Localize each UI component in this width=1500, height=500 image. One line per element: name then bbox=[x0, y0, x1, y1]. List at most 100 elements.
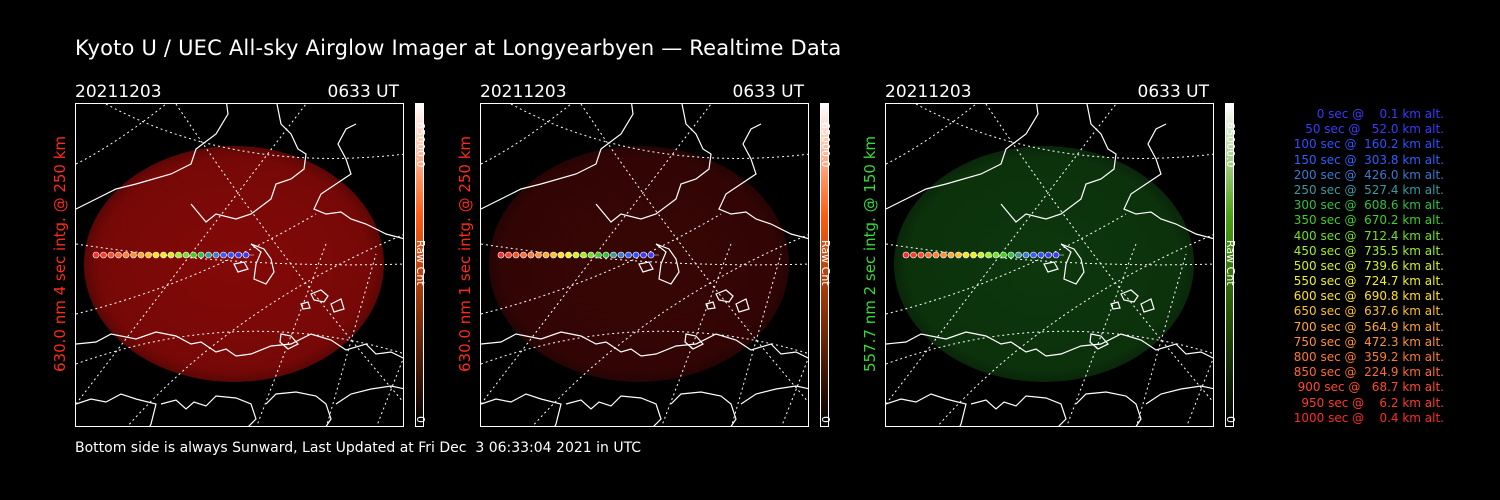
trajectory-point bbox=[955, 251, 962, 259]
colorbar bbox=[1225, 103, 1234, 427]
coastline bbox=[1140, 298, 1155, 313]
coastline bbox=[740, 385, 808, 405]
legend-entry: 600 sec @ 690.8 km alt. bbox=[1293, 289, 1444, 304]
trajectory-point bbox=[587, 251, 595, 259]
panel-wavelength-label: 630.0 nm 4 sec intg. @ 250 km bbox=[51, 135, 69, 372]
allsky-map bbox=[886, 104, 1213, 426]
graticule-line bbox=[76, 213, 317, 315]
coastline bbox=[235, 333, 403, 359]
coastline bbox=[481, 331, 642, 357]
trajectory-point bbox=[932, 251, 940, 259]
update-footer: Bottom side is always Sunward, Last Upda… bbox=[75, 440, 642, 456]
trajectory-point bbox=[197, 251, 205, 259]
trajectory-point bbox=[1045, 251, 1052, 259]
panel-time: 0633 UT bbox=[1137, 82, 1210, 102]
imager-panel-2: 20211203 0633 UT 630.0 nm 1 sec intg. @ … bbox=[456, 82, 900, 432]
trajectory-point bbox=[190, 251, 197, 259]
coastline bbox=[481, 104, 634, 210]
colorbar-unit-label: Raw Cnt bbox=[1224, 240, 1237, 286]
trajectory-point bbox=[1000, 251, 1007, 259]
legend-entry: 350 sec @ 670.2 km alt. bbox=[1293, 213, 1444, 228]
trajectory-point bbox=[1030, 251, 1037, 259]
legend-entry: 750 sec @ 472.3 km alt. bbox=[1293, 334, 1444, 349]
coastline bbox=[886, 393, 967, 426]
graticule-line bbox=[580, 104, 808, 403]
graticule-line bbox=[481, 213, 722, 315]
coastline bbox=[1089, 333, 1109, 350]
coastline bbox=[1110, 301, 1121, 310]
trajectory-point bbox=[160, 251, 167, 259]
colorbar-min-label: 0 bbox=[819, 416, 832, 423]
coastline bbox=[1045, 333, 1213, 359]
colorbar-max-label: 65000.0 bbox=[1224, 122, 1237, 168]
colorbar bbox=[415, 103, 424, 427]
graticule-line bbox=[985, 104, 1213, 403]
trajectory-point bbox=[992, 251, 1000, 259]
graticule-line bbox=[886, 213, 1127, 315]
colorbar-unit-label: Raw Cnt bbox=[414, 240, 427, 286]
allsky-image bbox=[75, 103, 404, 427]
allsky-map bbox=[76, 104, 403, 426]
coastline bbox=[279, 333, 299, 350]
trajectory-point bbox=[977, 251, 985, 259]
legend-entry: 950 sec @ 6.2 km alt. bbox=[1301, 395, 1444, 410]
colorbar bbox=[820, 103, 829, 427]
coastline bbox=[715, 289, 734, 303]
trajectory-point bbox=[122, 251, 130, 259]
panel-time: 0633 UT bbox=[732, 82, 805, 102]
legend-entry: 900 sec @ 68.7 km alt. bbox=[1297, 380, 1444, 395]
trajectory-point bbox=[917, 251, 925, 259]
trajectory-point bbox=[640, 251, 647, 259]
graticule-line bbox=[886, 104, 977, 165]
coastline bbox=[718, 123, 808, 240]
graticule-line bbox=[886, 104, 1117, 405]
trajectory-point bbox=[572, 251, 580, 259]
trajectory-point bbox=[565, 251, 572, 259]
graticule-line bbox=[481, 104, 572, 165]
coastline bbox=[76, 104, 229, 210]
trajectory-point bbox=[595, 251, 602, 259]
coastline bbox=[655, 243, 680, 285]
coastline bbox=[481, 393, 562, 426]
trajectory-point bbox=[520, 251, 527, 259]
panel-wavelength-label: 630.0 nm 1 sec intg. @ 250 km bbox=[456, 135, 474, 372]
colorbar-max-label: 65000.0 bbox=[819, 122, 832, 168]
graticule-line bbox=[1186, 357, 1213, 426]
trajectory-point bbox=[115, 251, 122, 259]
trajectory-point bbox=[970, 251, 977, 259]
colorbar-min-label: 0 bbox=[1224, 416, 1237, 423]
trajectory-point bbox=[512, 251, 520, 259]
coastline bbox=[1060, 243, 1085, 285]
allsky-image bbox=[480, 103, 809, 427]
coastline bbox=[1075, 391, 1142, 426]
coastline bbox=[1145, 385, 1213, 405]
trajectory-point bbox=[167, 251, 175, 259]
graticule-line bbox=[76, 330, 403, 365]
legend-entry: 1000 sec @ 0.4 km alt. bbox=[1293, 410, 1444, 425]
graticule-line bbox=[175, 104, 403, 403]
trajectory-point bbox=[1037, 251, 1045, 259]
trajectory-point bbox=[130, 251, 137, 259]
coastline bbox=[190, 104, 307, 223]
coastline bbox=[595, 104, 712, 223]
trajectory-point bbox=[550, 251, 557, 259]
panel-date: 20211203 bbox=[75, 82, 162, 102]
trajectory-point bbox=[910, 251, 917, 259]
trajectory-point bbox=[1052, 251, 1060, 259]
legend-entry: 650 sec @ 637.6 km alt. bbox=[1293, 304, 1444, 319]
trajectory-point bbox=[212, 251, 220, 259]
trajectory-legend: 0 sec @ 0.1 km alt. 50 sec @ 52.0 km alt.… bbox=[1262, 107, 1444, 426]
trajectory-point bbox=[962, 251, 970, 259]
panel-time: 0633 UT bbox=[327, 82, 400, 102]
legend-entry: 400 sec @ 712.4 km alt. bbox=[1293, 228, 1444, 243]
legend-entry: 0 sec @ 0.1 km alt. bbox=[1316, 107, 1444, 121]
trajectory-point bbox=[580, 251, 587, 259]
coastline bbox=[310, 289, 329, 303]
trajectory-point bbox=[220, 251, 227, 259]
coastline bbox=[640, 333, 808, 359]
coastline bbox=[250, 243, 275, 285]
trajectory-point bbox=[985, 251, 992, 259]
trajectory-point bbox=[542, 251, 550, 259]
trajectory-point bbox=[940, 251, 947, 259]
imager-panel-1: 20211203 0633 UT 630.0 nm 4 sec intg. @ … bbox=[51, 82, 495, 432]
